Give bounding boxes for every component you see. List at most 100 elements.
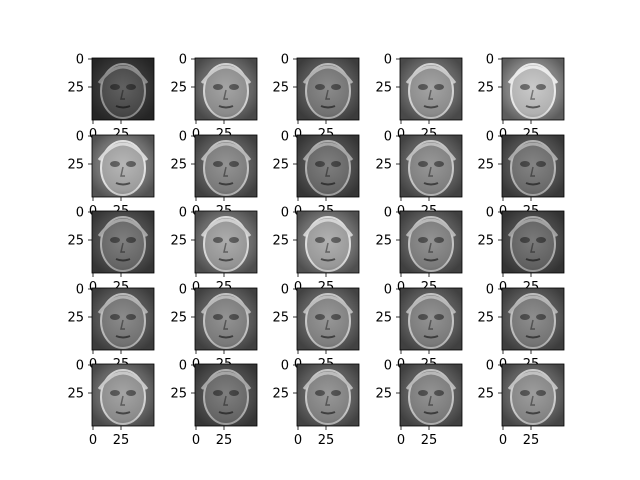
x-tick-label: 0: [89, 433, 97, 448]
y-tick-label: 0: [179, 283, 187, 298]
x-tick-label: 0: [89, 280, 97, 295]
axes-frame: [194, 287, 258, 351]
x-tick-label: 0: [499, 280, 507, 295]
y-tick-label: 25: [67, 311, 84, 326]
face-image: [92, 211, 154, 273]
face-image: [297, 288, 359, 350]
axes-frame: [296, 134, 360, 198]
y-tick-label: 0: [76, 130, 84, 145]
y-tick-label: 25: [272, 234, 289, 249]
axes-frame: [501, 363, 565, 427]
x-tick-label: 0: [499, 433, 507, 448]
y-tick-label: 25: [477, 387, 494, 402]
y-tick-label: 0: [281, 283, 289, 298]
y-tick-label: 25: [170, 81, 187, 96]
y-tick-label: 25: [170, 387, 187, 402]
face-image: [297, 211, 359, 273]
y-tick-label: 0: [384, 359, 392, 374]
axes-frame: [501, 57, 565, 121]
x-tick-label: 0: [294, 433, 302, 448]
axes-frame: [399, 287, 463, 351]
x-tick-label: 25: [113, 433, 130, 448]
face-image: [502, 211, 564, 273]
x-tick-label: 25: [523, 433, 540, 448]
y-tick-label: 25: [272, 158, 289, 173]
y-tick-label: 0: [486, 359, 494, 374]
face-image: [297, 364, 359, 426]
axes-frame: [296, 57, 360, 121]
face-image: [400, 135, 462, 197]
y-tick-label: 25: [170, 158, 187, 173]
y-tick-label: 0: [76, 359, 84, 374]
axes-frame: [194, 134, 258, 198]
y-tick-label: 25: [170, 234, 187, 249]
subplot-r5-c1: 0 25 0 25: [67, 359, 155, 448]
x-tick-label: 0: [397, 433, 405, 448]
subplot-r5-c3: 0 25 0 25: [272, 359, 360, 448]
axes-frame: [501, 134, 565, 198]
y-tick-label: 25: [477, 158, 494, 173]
face-image: [297, 58, 359, 120]
face-image: [92, 58, 154, 120]
x-tick-label: 0: [192, 127, 200, 142]
x-tick-label: 25: [421, 433, 438, 448]
y-tick-label: 0: [76, 206, 84, 221]
axes-frame: [399, 57, 463, 121]
y-tick-label: 0: [179, 53, 187, 68]
x-tick-label: 25: [318, 433, 335, 448]
y-tick-label: 0: [486, 283, 494, 298]
x-tick-label: 0: [499, 127, 507, 142]
y-tick-label: 25: [67, 387, 84, 402]
y-tick-label: 0: [384, 53, 392, 68]
y-tick-label: 0: [281, 130, 289, 145]
y-tick-label: 25: [477, 81, 494, 96]
y-tick-label: 0: [384, 130, 392, 145]
face-image: [195, 288, 257, 350]
face-image: [195, 364, 257, 426]
y-tick-label: 0: [384, 206, 392, 221]
y-tick-label: 25: [272, 387, 289, 402]
axes-frame: [296, 363, 360, 427]
y-tick-label: 25: [375, 81, 392, 96]
y-tick-label: 25: [272, 311, 289, 326]
axes-frame: [296, 287, 360, 351]
y-tick-label: 25: [67, 158, 84, 173]
y-tick-label: 0: [281, 206, 289, 221]
axes-frame: [399, 363, 463, 427]
face-image: [400, 288, 462, 350]
y-tick-label: 25: [272, 81, 289, 96]
y-tick-label: 0: [486, 53, 494, 68]
face-image: [502, 58, 564, 120]
face-image: [502, 135, 564, 197]
y-tick-label: 25: [477, 311, 494, 326]
subplot-r5-c4: 0 25 0 25: [375, 359, 463, 448]
y-tick-label: 0: [179, 206, 187, 221]
axes-frame: [91, 134, 155, 198]
axes-frame: [194, 363, 258, 427]
x-tick-label: 0: [89, 127, 97, 142]
axes-frame: [296, 210, 360, 274]
face-image: [400, 211, 462, 273]
y-tick-label: 25: [375, 234, 392, 249]
axes-frame: [91, 210, 155, 274]
face-image: [92, 364, 154, 426]
x-tick-label: 0: [192, 280, 200, 295]
x-tick-label: 0: [397, 280, 405, 295]
face-image: [502, 364, 564, 426]
y-tick-label: 25: [67, 81, 84, 96]
y-tick-label: 0: [384, 283, 392, 298]
x-tick-label: 25: [216, 433, 233, 448]
y-tick-label: 25: [170, 311, 187, 326]
axes-frame: [194, 210, 258, 274]
face-image: [92, 288, 154, 350]
